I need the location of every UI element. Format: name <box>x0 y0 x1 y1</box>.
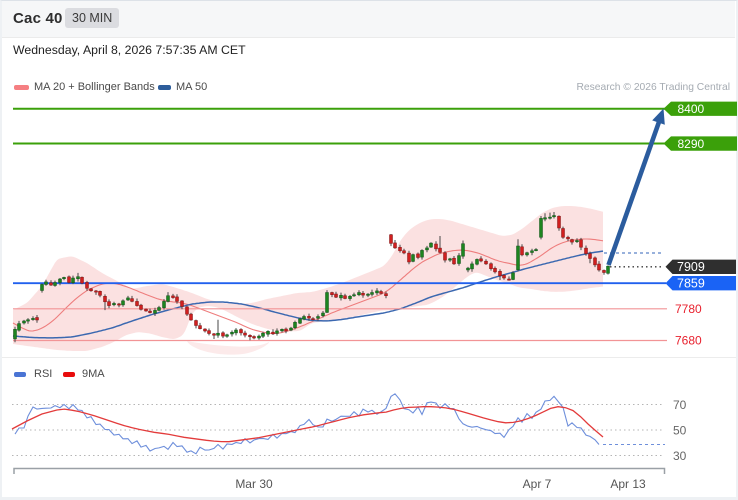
svg-text:Mar 30: Mar 30 <box>235 477 273 491</box>
svg-text:Apr 13: Apr 13 <box>610 477 646 491</box>
svg-text:30: 30 <box>673 449 687 463</box>
svg-text:7909: 7909 <box>677 260 705 274</box>
svg-text:7680: 7680 <box>675 334 702 348</box>
svg-text:8400: 8400 <box>678 102 705 116</box>
svg-text:7859: 7859 <box>677 277 705 291</box>
svg-text:8290: 8290 <box>678 137 705 151</box>
svg-text:50: 50 <box>673 424 687 438</box>
svg-text:7780: 7780 <box>675 302 702 316</box>
svg-text:Apr 7: Apr 7 <box>523 477 552 491</box>
svg-text:70: 70 <box>673 398 687 412</box>
